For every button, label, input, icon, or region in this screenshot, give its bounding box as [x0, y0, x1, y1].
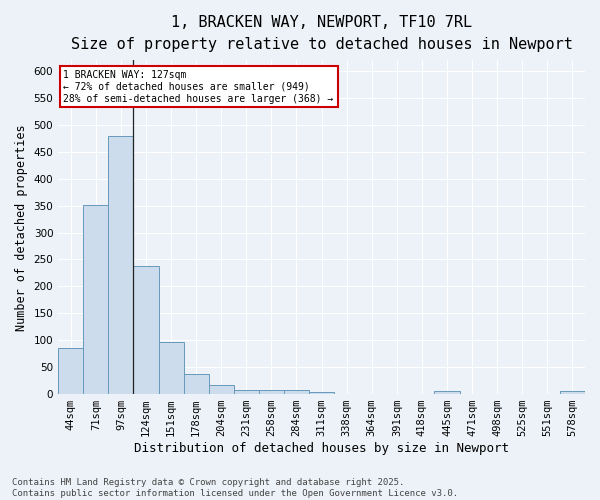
Bar [309, 392, 334, 394]
Bar [58, 348, 83, 394]
Y-axis label: Number of detached properties: Number of detached properties [15, 124, 28, 330]
Bar [434, 392, 460, 394]
Bar [284, 390, 309, 394]
Bar [209, 386, 234, 394]
Bar [184, 374, 209, 394]
Bar [259, 390, 284, 394]
Bar [158, 342, 184, 394]
X-axis label: Distribution of detached houses by size in Newport: Distribution of detached houses by size … [134, 442, 509, 455]
Text: Contains HM Land Registry data © Crown copyright and database right 2025.
Contai: Contains HM Land Registry data © Crown c… [12, 478, 458, 498]
Text: 1 BRACKEN WAY: 127sqm
← 72% of detached houses are smaller (949)
28% of semi-det: 1 BRACKEN WAY: 127sqm ← 72% of detached … [64, 70, 334, 104]
Title: 1, BRACKEN WAY, NEWPORT, TF10 7RL
Size of property relative to detached houses i: 1, BRACKEN WAY, NEWPORT, TF10 7RL Size o… [71, 15, 572, 52]
Bar [234, 390, 259, 394]
Bar [109, 136, 133, 394]
Bar [83, 204, 109, 394]
Bar [560, 392, 585, 394]
Bar [133, 266, 158, 394]
